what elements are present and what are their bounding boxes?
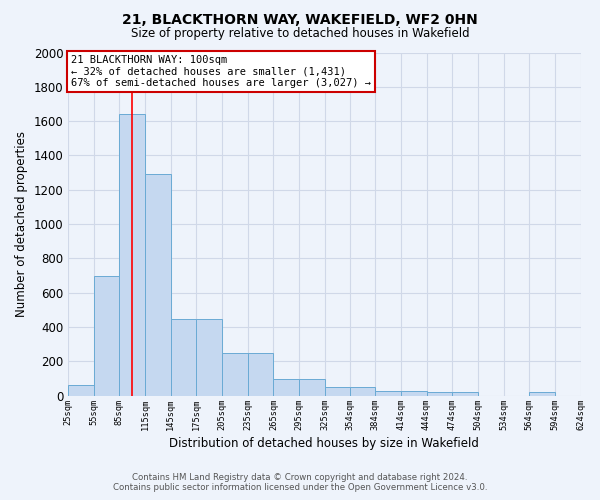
Bar	[274, 378, 299, 396]
Text: 21, BLACKTHORN WAY, WAKEFIELD, WF2 0HN: 21, BLACKTHORN WAY, WAKEFIELD, WF2 0HN	[122, 12, 478, 26]
Bar	[196, 318, 222, 396]
Bar	[248, 353, 274, 396]
Bar	[401, 390, 427, 396]
Bar	[325, 387, 350, 396]
Bar	[68, 384, 94, 396]
Bar	[145, 174, 171, 396]
Text: Size of property relative to detached houses in Wakefield: Size of property relative to detached ho…	[131, 28, 469, 40]
Text: Contains HM Land Registry data © Crown copyright and database right 2024.
Contai: Contains HM Land Registry data © Crown c…	[113, 473, 487, 492]
Y-axis label: Number of detached properties: Number of detached properties	[15, 131, 28, 317]
Bar	[119, 114, 145, 396]
Bar	[427, 392, 452, 396]
Bar	[452, 392, 478, 396]
Bar	[94, 276, 119, 396]
Text: 21 BLACKTHORN WAY: 100sqm
← 32% of detached houses are smaller (1,431)
67% of se: 21 BLACKTHORN WAY: 100sqm ← 32% of detac…	[71, 55, 371, 88]
X-axis label: Distribution of detached houses by size in Wakefield: Distribution of detached houses by size …	[169, 437, 479, 450]
Bar	[299, 378, 325, 396]
Bar	[529, 392, 555, 396]
Bar	[350, 387, 375, 396]
Bar	[171, 318, 196, 396]
Bar	[222, 353, 248, 396]
Bar	[375, 390, 401, 396]
